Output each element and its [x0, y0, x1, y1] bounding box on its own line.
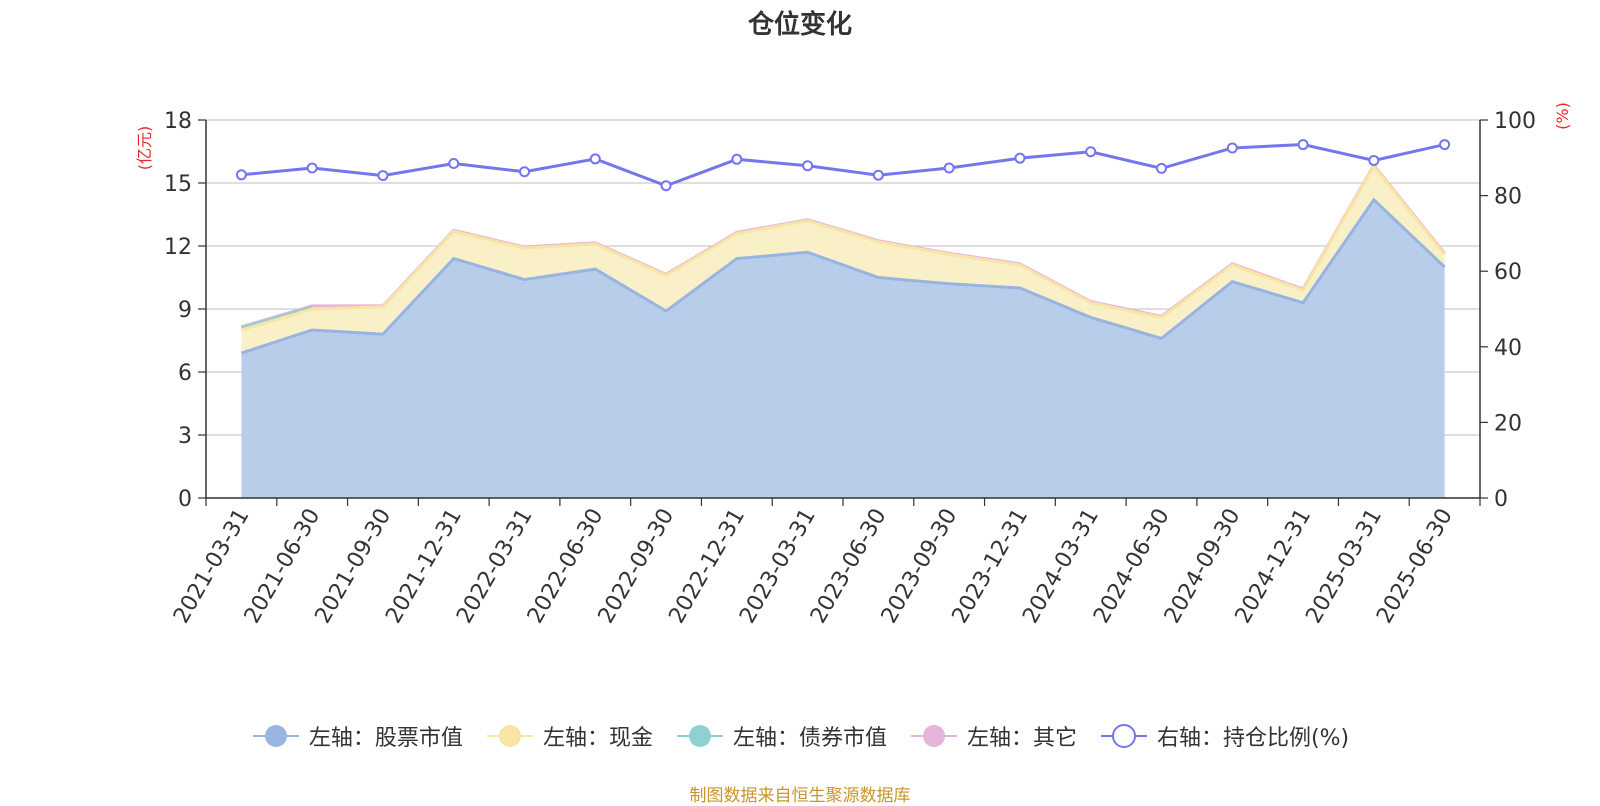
right-axis-tick-label: 100	[1494, 109, 1536, 134]
ratio-point	[1368, 154, 1380, 166]
x-axis-tick-label: 2023-03-31	[735, 505, 821, 628]
x-axis-tick-label: 2022-06-30	[523, 505, 609, 628]
area-cash	[241, 166, 1445, 354]
x-axis-tick-label: 2021-09-30	[311, 505, 397, 628]
legend-label: 左轴：债券市值	[732, 726, 887, 751]
legend-label: 右轴：持仓比例(%)	[1156, 726, 1350, 751]
data-source-note: 制图数据来自恒生聚源数据库	[689, 786, 911, 806]
chart-title: 仓位变化	[747, 10, 852, 40]
series-line-bond	[240, 305, 313, 330]
ratio-point	[235, 169, 247, 181]
legend-item-ratio[interactable]: 右轴：持仓比例(%)	[1099, 720, 1349, 752]
legend-item-other[interactable]: 左轴：其它	[909, 720, 1077, 752]
left-axis-tick-label: 12	[164, 235, 192, 260]
x-axis-tick-label: 2024-12-31	[1231, 505, 1317, 628]
ratio-point	[1297, 139, 1309, 151]
legend-swatch-ratio	[1100, 724, 1147, 748]
series-line-cash	[240, 163, 1446, 332]
x-axis-tick-label: 2022-09-30	[594, 505, 680, 628]
ratio-point	[872, 169, 884, 181]
ratio-point	[1439, 139, 1451, 151]
right-axis-tick-label: 80	[1494, 185, 1522, 210]
x-axis-tick-label: 2022-12-31	[664, 505, 750, 628]
legend-label: 左轴：现金	[542, 726, 653, 751]
x-axis-tick-label: 2021-03-31	[169, 505, 255, 628]
ratio-point	[1014, 152, 1026, 164]
axes	[198, 119, 1488, 506]
ratio-series-line	[241, 143, 1445, 188]
x-axis-tick-label: 2025-06-30	[1372, 505, 1458, 628]
x-axis-tick-label: 2022-03-31	[452, 505, 538, 628]
legend-swatch-bond	[676, 725, 723, 747]
ratio-line	[235, 139, 1451, 192]
x-axis-tick-label: 2024-03-31	[1018, 505, 1104, 628]
left-axis-unit: (亿元)	[135, 126, 154, 171]
right-axis-tick-label: 40	[1494, 336, 1522, 361]
ratio-point	[1085, 146, 1097, 158]
ratio-point	[1226, 142, 1238, 154]
x-axis-tick-label: 2021-06-30	[240, 505, 326, 628]
x-axis-tick-label: 2025-03-31	[1301, 505, 1387, 628]
right-axis-unit: (%)	[1553, 102, 1572, 130]
ratio-point	[660, 180, 672, 192]
legend-item-stock[interactable]: 左轴：股票市值	[251, 720, 463, 752]
legend-item-cash[interactable]: 左轴：现金	[485, 720, 653, 752]
legend: 左轴：股票市值 左轴：现金 左轴：债券市值 左轴：其它 右轴：持仓比例(%)	[0, 720, 1600, 752]
area-stock	[241, 199, 1445, 499]
legend-item-bond[interactable]: 左轴：债券市值	[675, 720, 887, 752]
right-axis-tick-label: 60	[1494, 260, 1522, 285]
left-axis-tick-label: 18	[164, 109, 192, 134]
ratio-point	[377, 170, 389, 182]
legend-label: 左轴：股票市值	[308, 726, 463, 751]
ratio-point	[589, 153, 601, 165]
ratio-point	[802, 160, 814, 172]
ratio-point	[731, 153, 743, 165]
legend-swatch-other	[910, 725, 957, 747]
left-axis-tick-label: 3	[178, 424, 192, 449]
right-axis-tick-label: 0	[1494, 487, 1508, 512]
x-axis-tick-label: 2021-12-31	[381, 505, 467, 628]
stacked-areas	[240, 162, 1446, 499]
x-axis-tick-label: 2024-09-30	[1160, 505, 1246, 628]
series-line-stock	[240, 197, 1446, 355]
left-axis-tick-label: 9	[178, 298, 192, 323]
right-axis-tick-label: 20	[1494, 411, 1522, 436]
ratio-point	[306, 162, 318, 174]
x-axis-tick-label: 2023-09-30	[877, 505, 963, 628]
legend-swatch-stock	[252, 725, 299, 747]
legend-swatch-cash	[486, 725, 533, 747]
left-axis-tick-label: 6	[178, 361, 192, 386]
left-axis-tick-label: 15	[164, 172, 192, 197]
x-axis-tick-label: 2023-06-30	[806, 505, 892, 628]
legend-label: 左轴：其它	[966, 726, 1077, 751]
x-axis-tick-label: 2024-06-30	[1089, 505, 1175, 628]
ratio-point	[943, 162, 955, 174]
ratio-point	[519, 166, 530, 178]
left-axis-tick-label: 0	[178, 487, 192, 512]
ratio-point	[1156, 162, 1167, 174]
x-axis-tick-label: 2023-12-31	[948, 505, 1034, 628]
ratio-point	[448, 157, 460, 169]
